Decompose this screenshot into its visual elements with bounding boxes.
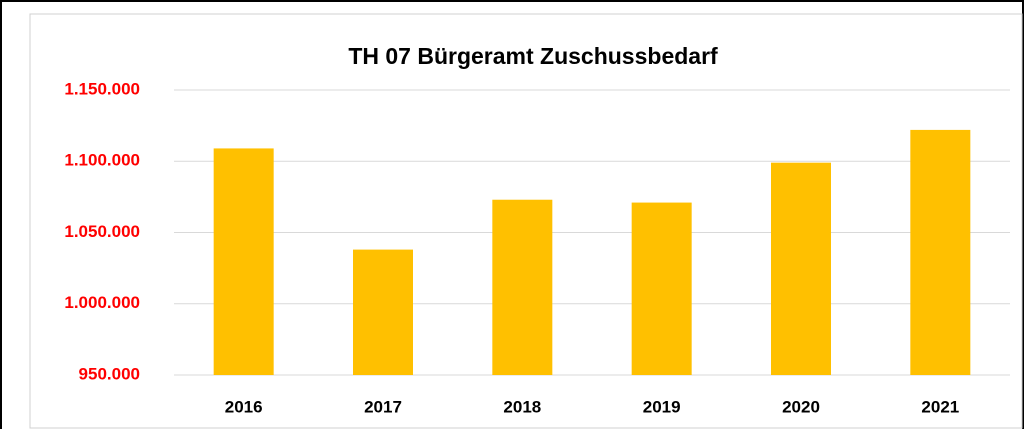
bar <box>492 199 553 375</box>
bar <box>771 162 831 375</box>
plot-frame <box>29 13 1023 429</box>
x-tick-label: 2017 <box>364 397 402 416</box>
chart-title: TH 07 Bürgeramt Zuschussbedarf <box>348 43 718 69</box>
x-tick-label: 2020 <box>782 397 820 416</box>
bar <box>353 249 413 375</box>
x-tick-label: 2018 <box>503 397 541 416</box>
y-tick-label: 1.000.000 <box>64 293 140 312</box>
y-tick-label: 1.100.000 <box>64 151 140 170</box>
bar <box>910 129 971 375</box>
x-tick-label: 2016 <box>225 397 263 416</box>
y-tick-label: 950.000 <box>79 364 140 383</box>
y-tick-label: 1.050.000 <box>64 222 140 241</box>
bar <box>631 202 692 375</box>
bar <box>213 148 274 375</box>
x-tick-label: 2021 <box>921 397 959 416</box>
y-tick-label: 1.150.000 <box>64 79 140 98</box>
x-tick-label: 2019 <box>643 397 681 416</box>
